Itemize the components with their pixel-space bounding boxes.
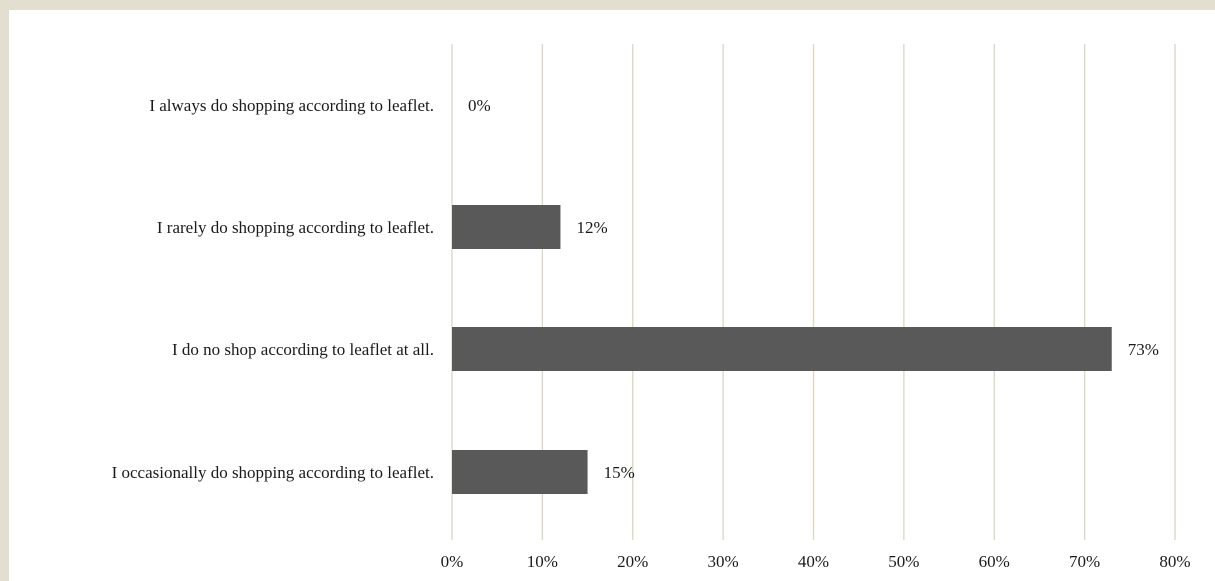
bar xyxy=(452,450,588,494)
x-tick-label: 20% xyxy=(617,552,648,571)
x-tick-label: 70% xyxy=(1069,552,1100,571)
data-label: 0% xyxy=(468,96,491,115)
category-label: I always do shopping according to leafle… xyxy=(149,96,434,115)
bars xyxy=(452,205,1112,494)
data-labels: 0% 12% 73% 15% xyxy=(468,96,1159,482)
data-label: 12% xyxy=(576,218,607,237)
data-label: 73% xyxy=(1128,340,1159,359)
category-label: I rarely do shopping according to leafle… xyxy=(157,218,434,237)
bar xyxy=(452,205,561,249)
x-tick-label: 80% xyxy=(1159,552,1190,571)
category-label: I occasionally do shopping according to … xyxy=(112,463,434,482)
bar xyxy=(452,327,1112,371)
category-label: I do no shop according to leaflet at all… xyxy=(172,340,434,359)
x-tick-label: 40% xyxy=(798,552,829,571)
x-axis-ticks: 0% 10% 20% 30% 40% 50% 60% 70% 80% xyxy=(441,552,1191,571)
x-tick-label: 60% xyxy=(979,552,1010,571)
x-tick-label: 50% xyxy=(888,552,919,571)
x-tick-label: 30% xyxy=(708,552,739,571)
x-tick-label: 10% xyxy=(527,552,558,571)
category-labels: I always do shopping according to leafle… xyxy=(112,96,434,482)
data-label: 15% xyxy=(604,463,635,482)
x-tick-label: 0% xyxy=(441,552,464,571)
